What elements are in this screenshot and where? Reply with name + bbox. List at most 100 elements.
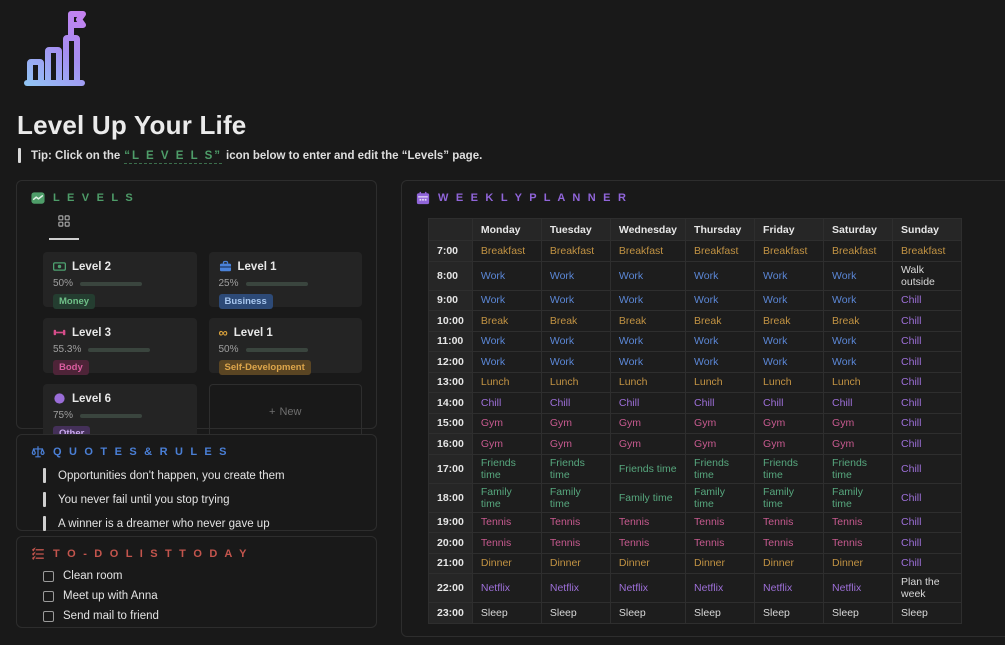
planner-day-header[interactable]: Sunday — [892, 218, 963, 241]
planner-cell[interactable]: Plan the week — [892, 573, 963, 603]
planner-cell[interactable]: Chill — [892, 412, 963, 434]
planner-cell[interactable]: Gym — [471, 412, 542, 434]
planner-cell[interactable]: Work — [685, 260, 756, 291]
planner-cell[interactable]: Work — [823, 289, 894, 311]
planner-cell[interactable]: Work — [685, 330, 756, 352]
planner-cell[interactable]: Chill — [892, 392, 963, 414]
planner-cell[interactable]: Walk outside — [892, 260, 963, 291]
planner-cell[interactable]: Tennis — [609, 511, 687, 533]
planner-cell[interactable]: Gym — [823, 433, 894, 455]
planner-cell[interactable]: Gym — [609, 412, 687, 434]
planner-cell[interactable]: Lunch — [540, 371, 611, 393]
planner-cell[interactable]: Tennis — [685, 511, 756, 533]
planner-cell[interactable]: Lunch — [823, 371, 894, 393]
planner-cell[interactable]: Chill — [892, 310, 963, 332]
planner-cell[interactable]: Dinner — [823, 552, 894, 574]
planner-cell[interactable]: Break — [823, 310, 894, 332]
planner-cell[interactable]: Work — [540, 289, 611, 311]
level-card[interactable]: Level 3 55.3% Body — [43, 318, 197, 376]
planner-cell[interactable]: Sleep — [609, 602, 687, 624]
gallery-view-tab[interactable] — [49, 214, 79, 240]
planner-cell[interactable]: Work — [471, 260, 542, 291]
todo-checkbox[interactable] — [43, 590, 54, 602]
planner-cell[interactable]: Work — [471, 330, 542, 352]
todo-label[interactable]: Meet up with Anna — [63, 590, 158, 602]
planner-cell[interactable]: Gym — [823, 412, 894, 434]
planner-cell[interactable]: Gym — [540, 412, 611, 434]
planner-cell[interactable]: Gym — [471, 433, 542, 455]
planner-day-header[interactable]: Tuesday — [540, 218, 611, 241]
planner-cell[interactable]: Gym — [685, 412, 756, 434]
planner-cell[interactable]: Work — [754, 260, 825, 291]
planner-cell[interactable]: Work — [754, 330, 825, 352]
planner-cell[interactable]: Chill — [892, 552, 963, 574]
planner-cell[interactable]: Work — [823, 330, 894, 352]
planner-cell[interactable]: Tennis — [540, 532, 611, 554]
planner-cell[interactable]: Break — [685, 310, 756, 332]
planner-cell[interactable]: Family time — [609, 482, 687, 513]
quote-item[interactable]: A winner is a dreamer who never gave up — [43, 516, 362, 531]
planner-cell[interactable]: Netflix — [540, 573, 611, 603]
planner-cell[interactable]: Netflix — [823, 573, 894, 603]
planner-cell[interactable]: Family time — [754, 482, 825, 513]
planner-cell[interactable]: Work — [609, 351, 687, 373]
planner-cell[interactable]: Work — [609, 330, 687, 352]
planner-cell[interactable]: Dinner — [471, 552, 542, 574]
planner-cell[interactable]: Gym — [754, 412, 825, 434]
planner-cell[interactable]: Family time — [823, 482, 894, 513]
todo-checkbox[interactable] — [43, 570, 54, 582]
planner-cell[interactable]: Chill — [471, 392, 542, 414]
todo-label[interactable]: Send mail to friend — [63, 610, 159, 622]
planner-cell[interactable]: Friends time — [754, 453, 825, 484]
planner-cell[interactable]: Lunch — [685, 371, 756, 393]
planner-cell[interactable]: Family time — [685, 482, 756, 513]
planner-cell[interactable]: Netflix — [609, 573, 687, 603]
planner-cell[interactable]: Breakfast — [609, 240, 687, 262]
planner-cell[interactable]: Work — [540, 351, 611, 373]
planner-cell[interactable]: Netflix — [754, 573, 825, 603]
planner-cell[interactable]: Breakfast — [754, 240, 825, 262]
new-card-button[interactable]: + New — [208, 384, 362, 439]
planner-cell[interactable]: Gym — [685, 433, 756, 455]
planner-cell[interactable]: Work — [823, 351, 894, 373]
planner-cell[interactable]: Chill — [754, 392, 825, 414]
planner-cell[interactable]: Tennis — [471, 511, 542, 533]
planner-cell[interactable]: Break — [609, 310, 687, 332]
planner-cell[interactable]: Chill — [892, 482, 963, 513]
planner-cell[interactable]: Lunch — [471, 371, 542, 393]
planner-cell[interactable]: Friends time — [685, 453, 756, 484]
planner-cell[interactable]: Work — [754, 289, 825, 311]
planner-cell[interactable]: Tennis — [471, 532, 542, 554]
planner-cell[interactable]: Dinner — [754, 552, 825, 574]
planner-cell[interactable]: Work — [754, 351, 825, 373]
planner-day-header[interactable]: Wednesday — [609, 218, 687, 241]
planner-cell[interactable]: Lunch — [754, 371, 825, 393]
planner-cell[interactable]: Gym — [540, 433, 611, 455]
planner-day-header[interactable]: Saturday — [823, 218, 894, 241]
planner-cell[interactable]: Dinner — [540, 552, 611, 574]
planner-cell[interactable]: Sleep — [685, 602, 756, 624]
planner-cell[interactable]: Dinner — [609, 552, 687, 574]
planner-cell[interactable]: Chill — [892, 289, 963, 311]
planner-cell[interactable]: Break — [471, 310, 542, 332]
planner-cell[interactable]: Sleep — [471, 602, 542, 624]
planner-day-header[interactable]: Friday — [754, 218, 825, 241]
planner-cell[interactable]: Work — [685, 289, 756, 311]
planner-cell[interactable]: Work — [540, 330, 611, 352]
planner-cell[interactable]: Breakfast — [823, 240, 894, 262]
planner-cell[interactable]: Netflix — [685, 573, 756, 603]
planner-cell[interactable]: Sleep — [540, 602, 611, 624]
planner-cell[interactable]: Chill — [892, 511, 963, 533]
planner-cell[interactable]: Tennis — [609, 532, 687, 554]
planner-cell[interactable]: Chill — [892, 330, 963, 352]
planner-cell[interactable]: Breakfast — [540, 240, 611, 262]
planner-cell[interactable]: Work — [609, 260, 687, 291]
planner-cell[interactable]: Netflix — [471, 573, 542, 603]
quote-item[interactable]: Opportunities don't happen, you create t… — [43, 468, 362, 483]
planner-cell[interactable]: Chill — [540, 392, 611, 414]
planner-cell[interactable]: Lunch — [609, 371, 687, 393]
planner-cell[interactable]: Friends time — [609, 453, 687, 484]
planner-cell[interactable]: Work — [471, 289, 542, 311]
planner-cell[interactable]: Breakfast — [471, 240, 542, 262]
planner-cell[interactable]: Family time — [540, 482, 611, 513]
